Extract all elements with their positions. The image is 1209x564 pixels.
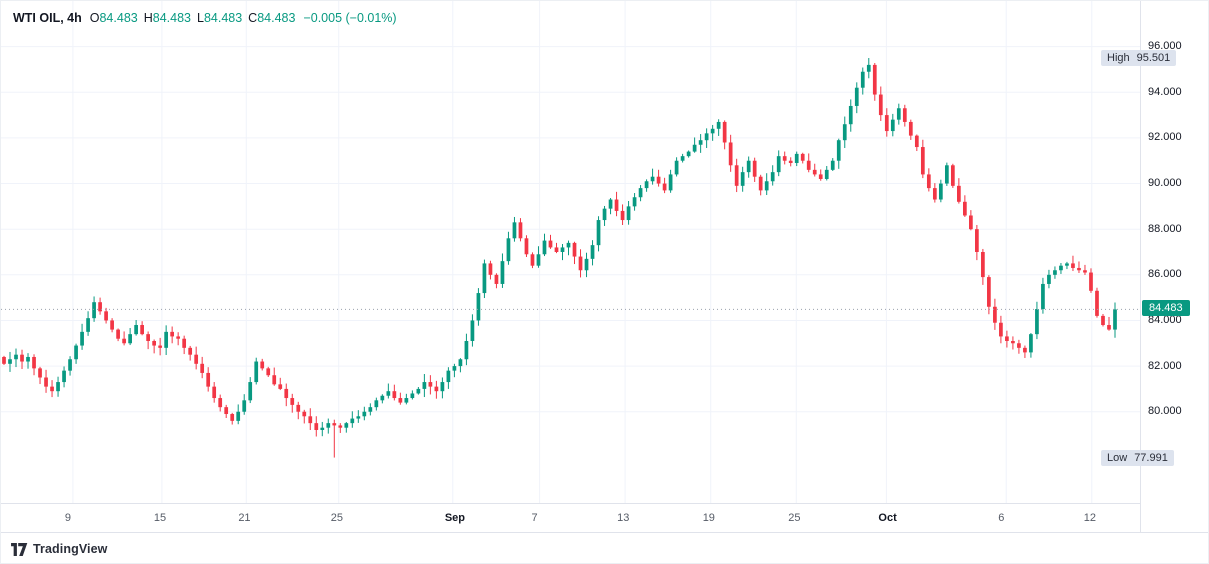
- chart-plot-area[interactable]: WTI OIL, 4h O84.483 H84.483 L84.483 C84.483…: [1, 1, 1142, 503]
- last-price-badge: 84.483: [1142, 300, 1190, 317]
- ohlc-item: O84.483: [89, 11, 138, 25]
- time-tick-label: 6: [998, 512, 1005, 524]
- ohlc-item: C84.483: [248, 11, 296, 25]
- time-tick-label: 19: [702, 512, 715, 524]
- ohlc-values: O84.483 H84.483 L84.483 C84.483: [90, 11, 296, 25]
- chart-footer: TradingView: [1, 532, 1208, 563]
- high-label: High: [1107, 52, 1130, 65]
- tradingview-logo-text: TradingView: [33, 542, 108, 556]
- price-tick-label: 96.000: [1148, 40, 1182, 53]
- price-tick-label: 94.000: [1148, 85, 1182, 98]
- low-label: Low: [1107, 451, 1128, 464]
- symbol-title[interactable]: WTI OIL, 4h: [13, 11, 82, 25]
- time-tick-label: 15: [153, 512, 167, 524]
- price-tick-label: 84.000: [1148, 313, 1182, 326]
- time-tick-label: 25: [788, 512, 801, 524]
- time-axis[interactable]: 9 15 21 25 Sep 7 13 19 25 Oct 6 12: [1, 503, 1208, 532]
- candles: [2, 58, 1117, 458]
- time-tick-label: Sep: [444, 512, 466, 524]
- time-tick-label: 25: [330, 512, 343, 524]
- high-price-badge: High 95.501: [1101, 50, 1177, 67]
- change-value: −0.005 (−0.01%): [303, 11, 397, 25]
- price-tick-label: 86.000: [1148, 268, 1182, 281]
- time-tick-label: Oct: [878, 512, 897, 524]
- tradingview-logo-icon: [11, 542, 28, 556]
- ohlc-item: H84.483: [143, 11, 191, 25]
- time-tick-label: 7: [531, 512, 538, 524]
- price-tick-label: 82.000: [1148, 359, 1182, 372]
- price-tick-label: 88.000: [1148, 222, 1182, 235]
- price-tick-label: 92.000: [1148, 131, 1182, 144]
- high-value: 95.501: [1136, 52, 1171, 65]
- price-tick-label: 80.000: [1148, 405, 1182, 418]
- low-price-badge: Low 77.991: [1101, 449, 1174, 466]
- time-tick-label: 13: [617, 512, 630, 524]
- time-tick-label: 21: [238, 512, 251, 524]
- time-tick-label: 12: [1083, 512, 1097, 524]
- tradingview-logo[interactable]: TradingView: [11, 542, 108, 556]
- price-axis[interactable]: 84.483 96.000 94.000 92.000 90.000 88.000 86.…: [1140, 1, 1208, 532]
- price-tick-label: 90.000: [1148, 177, 1182, 190]
- time-tick-label: 9: [64, 512, 71, 524]
- candlestick-canvas: [1, 1, 1142, 503]
- grid-lines: [1, 1, 1142, 503]
- low-value: 77.991: [1134, 451, 1168, 464]
- chart-legend[interactable]: WTI OIL, 4h O84.483 H84.483 L84.483 C84.483…: [13, 11, 397, 25]
- ohlc-item: L84.483: [196, 11, 243, 25]
